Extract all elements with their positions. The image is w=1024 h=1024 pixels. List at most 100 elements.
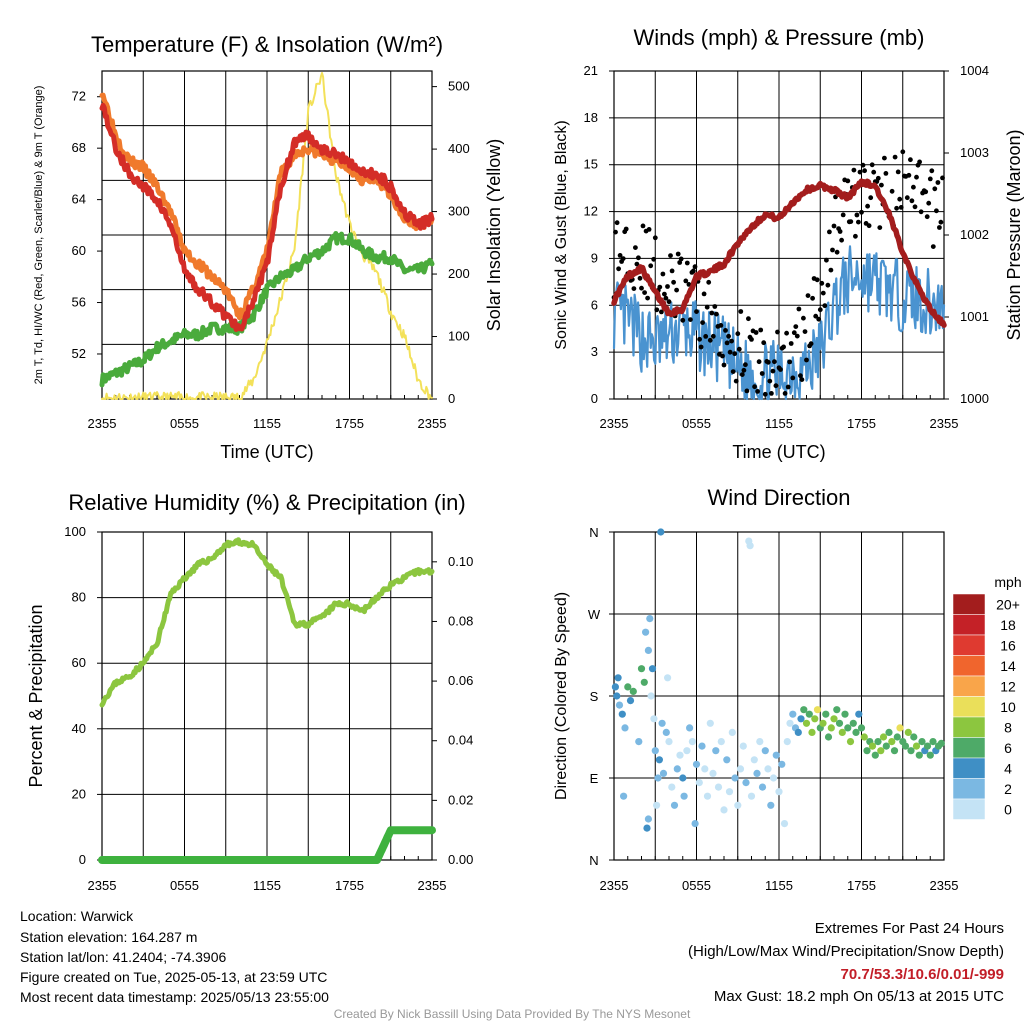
gust-point	[755, 389, 760, 394]
gust-point	[908, 157, 913, 163]
gust-point	[648, 263, 654, 269]
extremes-subtitle: (High/Low/Max Wind/Precipitation/Snow De…	[688, 943, 1004, 960]
gust-point	[840, 212, 846, 218]
direction-point	[709, 769, 717, 778]
direction-point	[923, 742, 932, 750]
gust-point	[735, 331, 741, 337]
gust-point	[714, 311, 719, 317]
gust-point	[912, 204, 918, 210]
direction-point	[794, 728, 802, 737]
gust-point	[817, 307, 823, 313]
gust-point	[720, 353, 725, 359]
gust-point	[762, 391, 768, 397]
direction-point	[775, 788, 783, 796]
direction-point	[918, 738, 926, 746]
direction-point	[877, 747, 885, 755]
direction-point	[824, 733, 833, 741]
gust-point	[845, 178, 851, 184]
y-tick-label: N	[589, 853, 598, 868]
y-tick-label: 68	[72, 140, 86, 155]
gust-point	[723, 328, 728, 333]
gust-point	[879, 182, 884, 188]
colorbar-label: 16	[1000, 637, 1016, 653]
gust-point	[819, 280, 825, 286]
y2-tick-label: 1002	[960, 227, 989, 242]
direction-point	[651, 747, 659, 755]
colorbar-label: 14	[1000, 658, 1016, 674]
gust-point	[810, 295, 815, 301]
direction-point	[703, 792, 712, 800]
direction-point	[680, 792, 688, 800]
direction-point	[650, 715, 658, 723]
direction-point	[712, 747, 720, 755]
y2-tick-label: 1004	[960, 63, 989, 78]
y-tick-label: 0	[591, 391, 598, 406]
gust-point	[851, 167, 857, 173]
gust-point	[684, 260, 690, 266]
gust-point	[613, 229, 618, 235]
direction-point	[629, 687, 637, 696]
colorbar-label: 4	[1004, 760, 1012, 776]
gust-point	[688, 317, 693, 322]
gust-point	[674, 287, 679, 293]
direction-point	[621, 724, 629, 732]
gust-point	[820, 290, 826, 296]
x-tick-label: 1755	[335, 878, 364, 893]
y-tick-label: 60	[72, 243, 86, 258]
y-tick-label: 15	[584, 157, 598, 172]
direction-point	[808, 728, 816, 737]
gust-point	[675, 251, 681, 257]
gust-point	[822, 303, 828, 309]
gust-point	[697, 336, 702, 342]
y2-tick-label: 100	[448, 329, 470, 344]
credit-text: Created By Nick Bassill Using Data Provi…	[333, 1007, 691, 1021]
y-tick-label: 12	[584, 204, 598, 219]
direction-point	[937, 739, 945, 748]
series-station-pressure	[611, 178, 947, 328]
gust-point	[839, 237, 844, 243]
direction-point	[904, 728, 912, 737]
colorbar-label: 12	[1000, 678, 1016, 694]
gust-point	[883, 171, 889, 176]
gust-point	[808, 341, 814, 347]
direction-point	[786, 719, 794, 727]
gust-point	[726, 333, 731, 339]
gust-point	[853, 233, 858, 239]
direction-point	[670, 801, 679, 809]
gust-point	[923, 189, 929, 195]
gust-point	[911, 184, 916, 190]
gust-point	[917, 159, 922, 165]
direction-point	[885, 728, 893, 737]
y2-tick-label: 500	[448, 79, 470, 94]
panel-2: Winds (mph) & Pressure (mb) 0 3 6 9 12 15 18 21 1…	[553, 25, 1024, 462]
gust-point	[710, 333, 716, 339]
y-tick-label: 18	[584, 110, 598, 125]
gust-point	[753, 330, 759, 335]
gust-point	[637, 275, 643, 281]
y2-tick-label: 1001	[960, 309, 989, 324]
colorbar-label: 10	[1000, 699, 1016, 715]
gust-point	[652, 235, 658, 241]
series-sonic-wind	[612, 245, 946, 401]
y2-tick-label: 0.00	[448, 852, 473, 867]
direction-point	[637, 665, 646, 673]
gust-point	[770, 368, 776, 374]
direction-point	[613, 692, 621, 700]
colorbar-label: 20+	[996, 596, 1020, 612]
direction-point	[827, 724, 835, 732]
gust-point	[651, 256, 657, 262]
direction-point	[915, 751, 923, 759]
gust-point	[623, 226, 629, 232]
gust-point	[683, 278, 689, 284]
y2-tick-label: 0.04	[448, 733, 473, 748]
direction-point	[611, 683, 620, 691]
gust-point	[645, 295, 650, 301]
gust-point	[831, 223, 837, 229]
direction-point	[926, 751, 934, 759]
gust-point	[636, 255, 641, 261]
direction-point	[742, 779, 750, 787]
chart-title: Relative Humidity (%) & Precipitation (i…	[68, 490, 465, 515]
gust-point	[694, 309, 699, 314]
direction-point	[778, 760, 786, 768]
